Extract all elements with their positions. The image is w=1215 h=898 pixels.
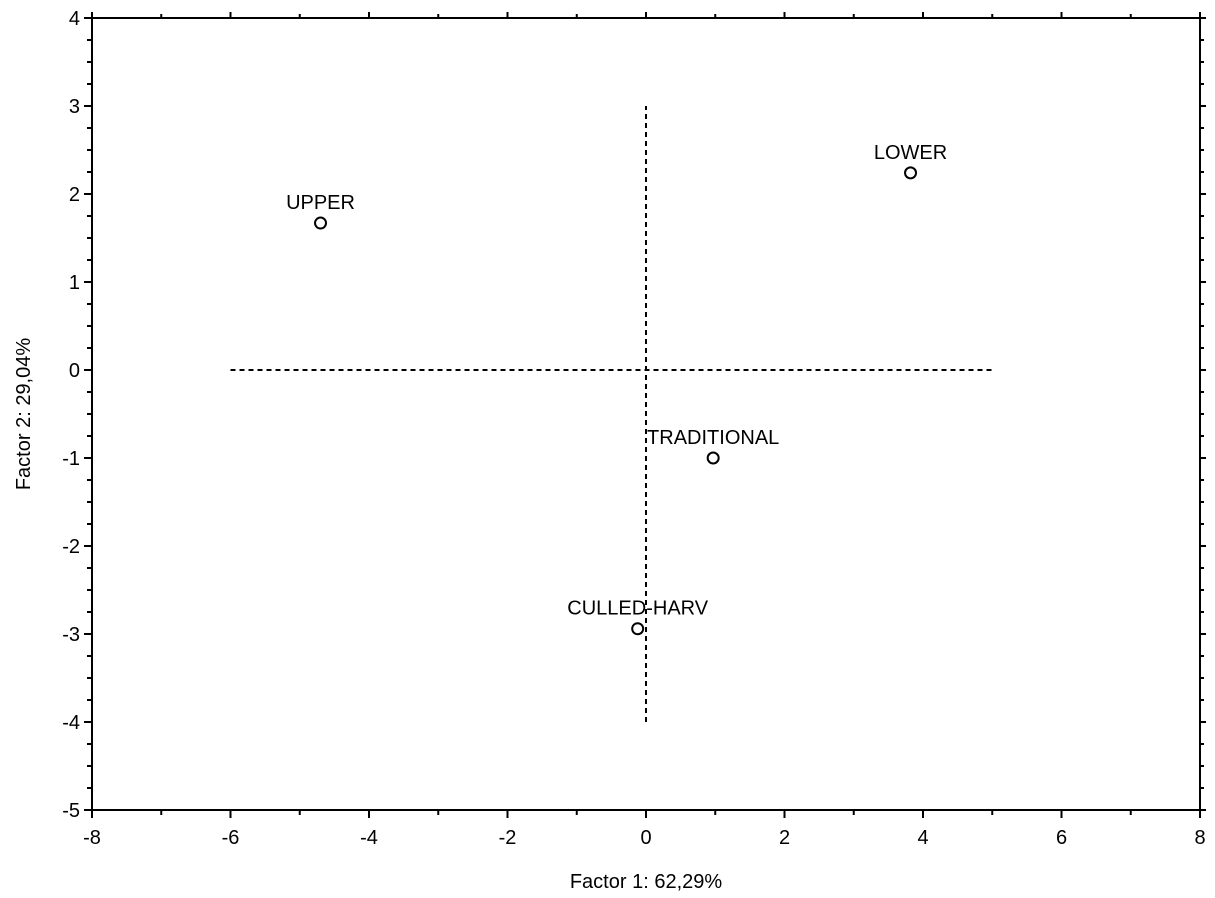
data-point (631, 622, 645, 636)
y-tick-label: -1 (62, 448, 80, 470)
data-points: UPPER LOWER TRADITIONAL CULLED-HARV (286, 142, 947, 636)
y-tick-label: -3 (62, 624, 80, 646)
y-tick-label: -2 (62, 536, 80, 558)
x-tick-label: -6 (222, 827, 240, 849)
data-point-label: LOWER (874, 142, 947, 164)
y-axis-title: Factor 2: 29,04% (13, 338, 35, 491)
y-tick-label: -5 (62, 800, 80, 822)
x-tick-label: 6 (1056, 827, 1067, 849)
data-point (314, 216, 328, 230)
data-point-label: CULLED-HARV (567, 598, 708, 620)
x-tick-label: 0 (640, 827, 651, 849)
x-tick-label: -4 (360, 827, 378, 849)
data-point (706, 451, 720, 465)
x-tick-label: -2 (499, 827, 517, 849)
y-tick-label: -4 (62, 712, 80, 734)
y-tick-label: 1 (69, 272, 80, 294)
data-point-label: TRADITIONAL (647, 427, 779, 449)
y-tick-label: 3 (69, 96, 80, 118)
x-tick-label: -8 (83, 827, 101, 849)
y-tick-label: 4 (69, 8, 80, 30)
x-tick-label: 8 (1194, 827, 1205, 849)
x-axis-title: Factor 1: 62,29% (570, 871, 723, 893)
axis-tick-labels: -8 -6 -4 -2 0 2 4 6 8 -5 -4 -3 -2 -1 0 1 2 3 4 (62, 8, 1205, 849)
x-tick-label: 2 (779, 827, 790, 849)
y-tick-label: 2 (69, 184, 80, 206)
data-point-label: UPPER (286, 192, 355, 214)
data-point (904, 166, 918, 180)
axis-ticks (84, 12, 1206, 818)
reference-lines (230, 106, 993, 722)
x-tick-label: 4 (917, 827, 928, 849)
y-tick-label: 0 (69, 360, 80, 382)
